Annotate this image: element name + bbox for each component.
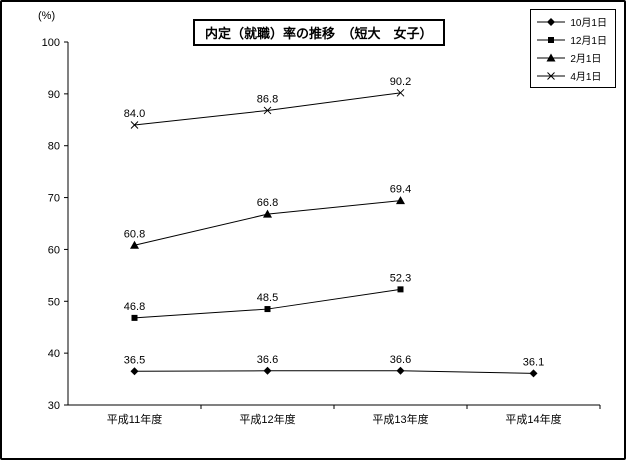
legend-label: 10月1日 bbox=[570, 18, 607, 29]
square-legend-icon bbox=[537, 36, 566, 43]
diamond-marker bbox=[130, 367, 139, 376]
diamond-legend-icon bbox=[537, 17, 566, 26]
square-marker bbox=[264, 306, 271, 313]
chart-title: 内定（就職）率の推移 （短大 女子） bbox=[193, 19, 445, 46]
x-marker bbox=[130, 121, 139, 129]
data-label: 60.8 bbox=[124, 228, 145, 240]
x-marker bbox=[263, 106, 272, 115]
y-tick-label: 50 bbox=[48, 296, 60, 308]
diamond-marker bbox=[529, 369, 538, 378]
diamond-marker bbox=[263, 366, 272, 375]
y-tick-label: 80 bbox=[48, 141, 60, 153]
data-label: 66.8 bbox=[257, 197, 278, 209]
square-marker bbox=[548, 36, 555, 43]
data-label: 36.5 bbox=[124, 354, 145, 366]
data-label: 69.4 bbox=[390, 184, 411, 196]
x-category-label: 平成11年度 bbox=[107, 412, 162, 426]
triangle-marker bbox=[396, 196, 405, 205]
data-label: 52.3 bbox=[390, 272, 411, 284]
data-label: 48.5 bbox=[257, 292, 278, 304]
triangle-marker bbox=[263, 209, 272, 218]
square-marker bbox=[131, 314, 138, 321]
triangle-legend-icon bbox=[537, 53, 566, 61]
legend: 10月1日 12月1日 2月1日 4月1日 bbox=[530, 9, 616, 88]
data-label: 36.6 bbox=[257, 354, 278, 366]
x-category-label: 平成12年度 bbox=[239, 412, 295, 426]
y-axis-unit-label: (%) bbox=[38, 10, 56, 22]
series-line-10月1日 bbox=[134, 370, 534, 374]
y-tick-label: 90 bbox=[48, 89, 60, 101]
legend-item-10月1日: 10月1日 bbox=[536, 14, 607, 29]
y-tick-label: 100 bbox=[42, 37, 60, 49]
y-tick-label: 30 bbox=[48, 400, 60, 412]
triangle-marker bbox=[546, 53, 556, 61]
legend-item-2月1日: 2月1日 bbox=[536, 50, 607, 65]
data-label: 86.8 bbox=[257, 93, 278, 105]
diamond-marker bbox=[396, 366, 405, 375]
x-marker bbox=[396, 88, 405, 97]
x-category-label: 平成13年度 bbox=[372, 412, 428, 426]
x-legend-icon bbox=[537, 71, 566, 80]
legend-label: 2月1日 bbox=[570, 54, 602, 65]
diamond-marker bbox=[547, 17, 556, 26]
y-tick-label: 40 bbox=[48, 348, 60, 360]
data-label: 84.0 bbox=[124, 108, 145, 120]
legend-item-4月1日: 4月1日 bbox=[536, 68, 607, 83]
x-marker bbox=[547, 71, 556, 80]
x-category-label: 平成14年度 bbox=[505, 412, 561, 426]
legend-label: 4月1日 bbox=[570, 72, 602, 83]
square-marker bbox=[397, 286, 404, 293]
y-tick-label: 70 bbox=[48, 193, 60, 205]
data-label: 90.2 bbox=[390, 76, 411, 88]
triangle-marker bbox=[130, 240, 139, 249]
y-tick-label: 60 bbox=[48, 244, 60, 256]
legend-label: 12月1日 bbox=[570, 36, 607, 47]
data-label: 36.6 bbox=[390, 354, 411, 366]
data-label: 36.1 bbox=[523, 356, 544, 368]
data-label: 46.8 bbox=[124, 301, 145, 313]
legend-item-12月1日: 12月1日 bbox=[536, 32, 607, 47]
